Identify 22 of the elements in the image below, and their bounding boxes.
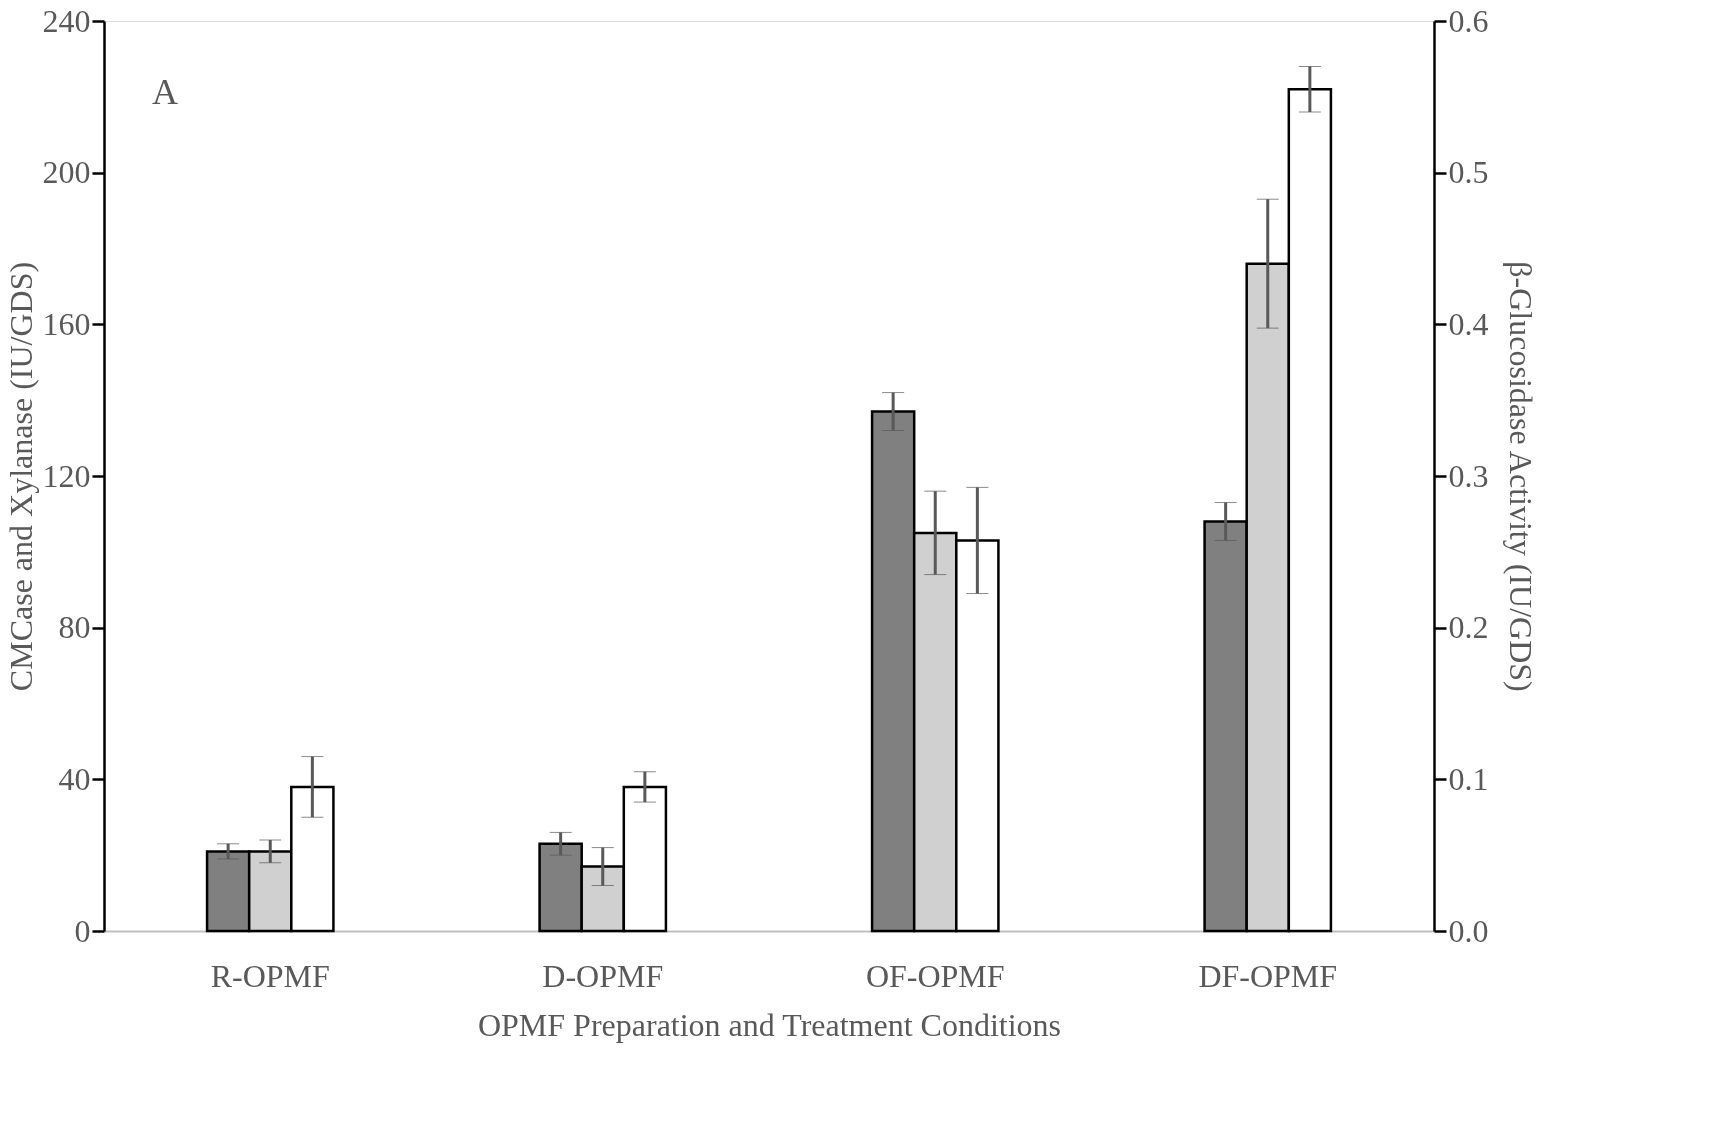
y-tick-label: 0 [74, 912, 91, 949]
y2-tick-label: 0.1 [1448, 760, 1489, 797]
y-tick-label: 80 [58, 609, 91, 646]
x-tick-label: OF-OPMF [865, 957, 1005, 994]
x-axis-title: OPMF Preparation and Treatment Conditions [477, 1006, 1062, 1043]
annotation: A [152, 72, 178, 112]
x-tick-label: R-OPMF [210, 957, 330, 994]
y2-tick-label: 0.3 [1448, 457, 1489, 494]
y-axis-title: CMCase and Xylanase (IU/GDS) [2, 261, 39, 692]
y2-tick-label: 0.2 [1448, 609, 1489, 646]
y-tick-label: 240 [42, 2, 91, 39]
y-tick-label: 120 [42, 457, 91, 494]
y2-tick-label: 0.0 [1448, 912, 1489, 949]
x-tick-label: D-OPMF [542, 957, 664, 994]
y2-tick-label: 0.5 [1448, 154, 1489, 191]
y-tick-label: 160 [42, 305, 91, 342]
y2-tick-label: 0.6 [1448, 2, 1489, 39]
x-tick-label: DF-OPMF [1198, 957, 1338, 994]
y2-axis-title: β-Glucosidase Activity (IU/GDS) [1502, 261, 1539, 692]
y-tick-label: 200 [42, 154, 91, 191]
y2-tick-label: 0.4 [1448, 305, 1489, 342]
y-tick-label: 40 [58, 760, 91, 797]
